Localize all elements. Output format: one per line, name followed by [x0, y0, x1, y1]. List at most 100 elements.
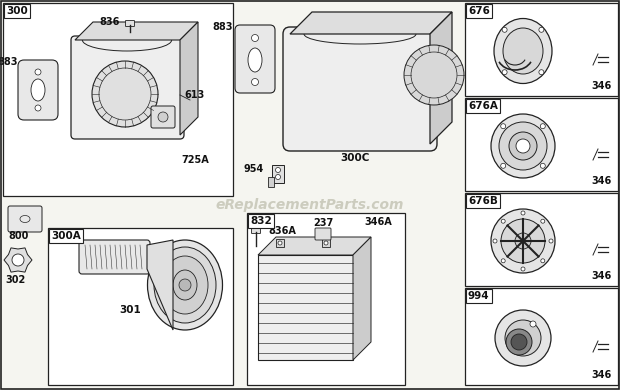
Polygon shape: [147, 240, 173, 330]
Ellipse shape: [154, 247, 216, 323]
Circle shape: [158, 112, 168, 122]
Text: 237: 237: [313, 218, 333, 228]
Circle shape: [501, 219, 545, 263]
Text: 994: 994: [468, 291, 490, 301]
Circle shape: [501, 124, 506, 129]
FancyBboxPatch shape: [252, 227, 260, 234]
FancyBboxPatch shape: [79, 240, 150, 274]
Circle shape: [505, 320, 541, 356]
FancyBboxPatch shape: [315, 228, 331, 240]
Circle shape: [252, 34, 259, 41]
Text: 676B: 676B: [468, 196, 498, 206]
Text: 883: 883: [213, 22, 233, 32]
Text: 300A: 300A: [51, 231, 81, 241]
Polygon shape: [4, 248, 32, 272]
FancyBboxPatch shape: [283, 27, 437, 151]
Polygon shape: [258, 237, 371, 255]
Circle shape: [521, 267, 525, 271]
Text: 300C: 300C: [340, 153, 370, 163]
Circle shape: [516, 139, 530, 153]
Circle shape: [324, 241, 328, 245]
Text: 676: 676: [468, 6, 490, 16]
Circle shape: [275, 167, 280, 172]
Text: 954: 954: [244, 164, 264, 174]
FancyBboxPatch shape: [151, 106, 175, 128]
Circle shape: [499, 122, 547, 170]
Polygon shape: [180, 22, 198, 135]
Circle shape: [495, 310, 551, 366]
Circle shape: [541, 219, 545, 223]
Bar: [465, 98, 618, 191]
FancyBboxPatch shape: [71, 36, 184, 139]
Ellipse shape: [503, 28, 543, 74]
Circle shape: [92, 61, 158, 127]
Bar: [465, 193, 618, 286]
Text: 832: 832: [250, 216, 272, 226]
Circle shape: [506, 329, 532, 355]
FancyBboxPatch shape: [8, 206, 42, 232]
FancyBboxPatch shape: [18, 60, 58, 120]
Text: 346: 346: [592, 370, 612, 380]
Text: 725A: 725A: [181, 155, 209, 165]
Ellipse shape: [148, 240, 223, 330]
Bar: [3, 3, 233, 196]
Circle shape: [539, 70, 544, 75]
Circle shape: [12, 254, 24, 266]
Bar: [272, 165, 284, 183]
Ellipse shape: [248, 48, 262, 72]
Circle shape: [252, 78, 259, 85]
Circle shape: [511, 334, 527, 350]
Text: 346A: 346A: [364, 217, 392, 227]
Circle shape: [491, 209, 555, 273]
Polygon shape: [75, 22, 198, 40]
Bar: [247, 213, 405, 385]
Circle shape: [35, 69, 41, 75]
Ellipse shape: [162, 256, 208, 314]
Ellipse shape: [31, 79, 45, 101]
Bar: [465, 3, 618, 96]
Text: 836: 836: [100, 17, 120, 27]
FancyBboxPatch shape: [235, 25, 275, 93]
Ellipse shape: [173, 270, 197, 300]
Circle shape: [509, 132, 537, 160]
Circle shape: [501, 219, 505, 223]
Text: 676A: 676A: [468, 101, 498, 111]
Text: 300: 300: [6, 6, 28, 16]
Circle shape: [549, 239, 553, 243]
Bar: [258, 255, 353, 360]
Circle shape: [530, 321, 536, 327]
Text: 346: 346: [592, 176, 612, 186]
Circle shape: [540, 163, 546, 168]
Bar: [48, 228, 233, 385]
Bar: [268, 177, 274, 187]
Circle shape: [491, 114, 555, 178]
Circle shape: [179, 279, 191, 291]
Text: 301: 301: [119, 305, 141, 315]
Text: 883: 883: [0, 57, 18, 67]
Circle shape: [521, 211, 525, 215]
Circle shape: [501, 259, 505, 263]
Text: 613: 613: [185, 90, 205, 100]
Circle shape: [35, 105, 41, 111]
Polygon shape: [430, 12, 452, 144]
Circle shape: [493, 239, 497, 243]
Text: 346: 346: [592, 81, 612, 91]
Ellipse shape: [494, 18, 552, 83]
Circle shape: [539, 27, 544, 32]
Circle shape: [501, 163, 506, 168]
Text: 302: 302: [6, 275, 26, 285]
FancyBboxPatch shape: [125, 21, 135, 27]
Text: eReplacementParts.com: eReplacementParts.com: [216, 198, 404, 212]
Circle shape: [541, 259, 545, 263]
Circle shape: [540, 124, 546, 129]
Bar: [322, 239, 330, 247]
Circle shape: [502, 27, 507, 32]
Circle shape: [502, 70, 507, 75]
Text: 836A: 836A: [268, 226, 296, 236]
Bar: [276, 239, 284, 247]
Text: 800: 800: [8, 231, 29, 241]
Text: 346: 346: [592, 271, 612, 281]
Circle shape: [278, 241, 282, 245]
Bar: [465, 288, 618, 385]
Polygon shape: [290, 12, 452, 34]
